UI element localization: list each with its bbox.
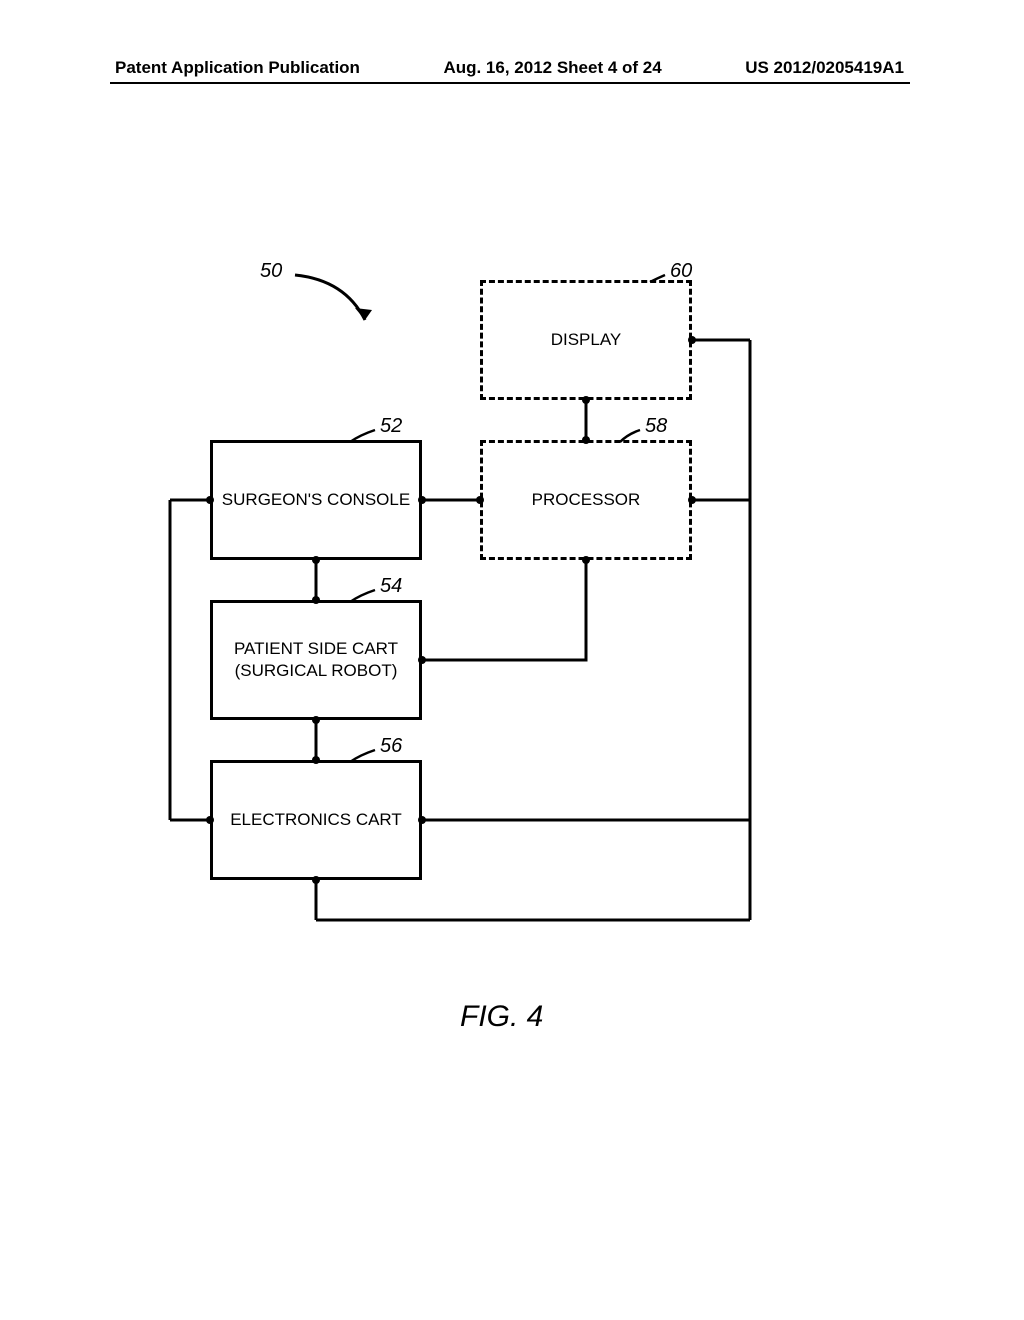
ref-58: 58 bbox=[645, 415, 667, 438]
box-processor: PROCESSOR bbox=[480, 440, 692, 560]
header-rule bbox=[110, 82, 910, 84]
header-left: Patent Application Publication bbox=[115, 58, 360, 78]
ref-52: 52 bbox=[380, 415, 402, 438]
header: Patent Application Publication Aug. 16, … bbox=[0, 58, 1024, 78]
figure-label: FIG. 4 bbox=[460, 1000, 543, 1034]
ref-50: 50 bbox=[260, 260, 282, 283]
diagram-container: DISPLAY PROCESSOR SURGEON'S CONSOLE PATI… bbox=[150, 270, 890, 1030]
ref-56: 56 bbox=[380, 735, 402, 758]
box-electronics-label: ELECTRONICS CART bbox=[230, 809, 402, 831]
page: Patent Application Publication Aug. 16, … bbox=[0, 0, 1024, 1320]
box-display: DISPLAY bbox=[480, 280, 692, 400]
ref-60: 60 bbox=[670, 260, 692, 283]
box-surgeon: SURGEON'S CONSOLE bbox=[210, 440, 422, 560]
box-processor-label: PROCESSOR bbox=[532, 489, 641, 511]
box-patient: PATIENT SIDE CART (SURGICAL ROBOT) bbox=[210, 600, 422, 720]
box-electronics: ELECTRONICS CART bbox=[210, 760, 422, 880]
header-center: Aug. 16, 2012 Sheet 4 of 24 bbox=[443, 58, 661, 78]
box-display-label: DISPLAY bbox=[551, 329, 622, 351]
header-right: US 2012/0205419A1 bbox=[745, 58, 904, 78]
ref-54: 54 bbox=[380, 575, 402, 598]
box-surgeon-label: SURGEON'S CONSOLE bbox=[222, 489, 410, 511]
box-patient-label: PATIENT SIDE CART (SURGICAL ROBOT) bbox=[234, 638, 398, 682]
